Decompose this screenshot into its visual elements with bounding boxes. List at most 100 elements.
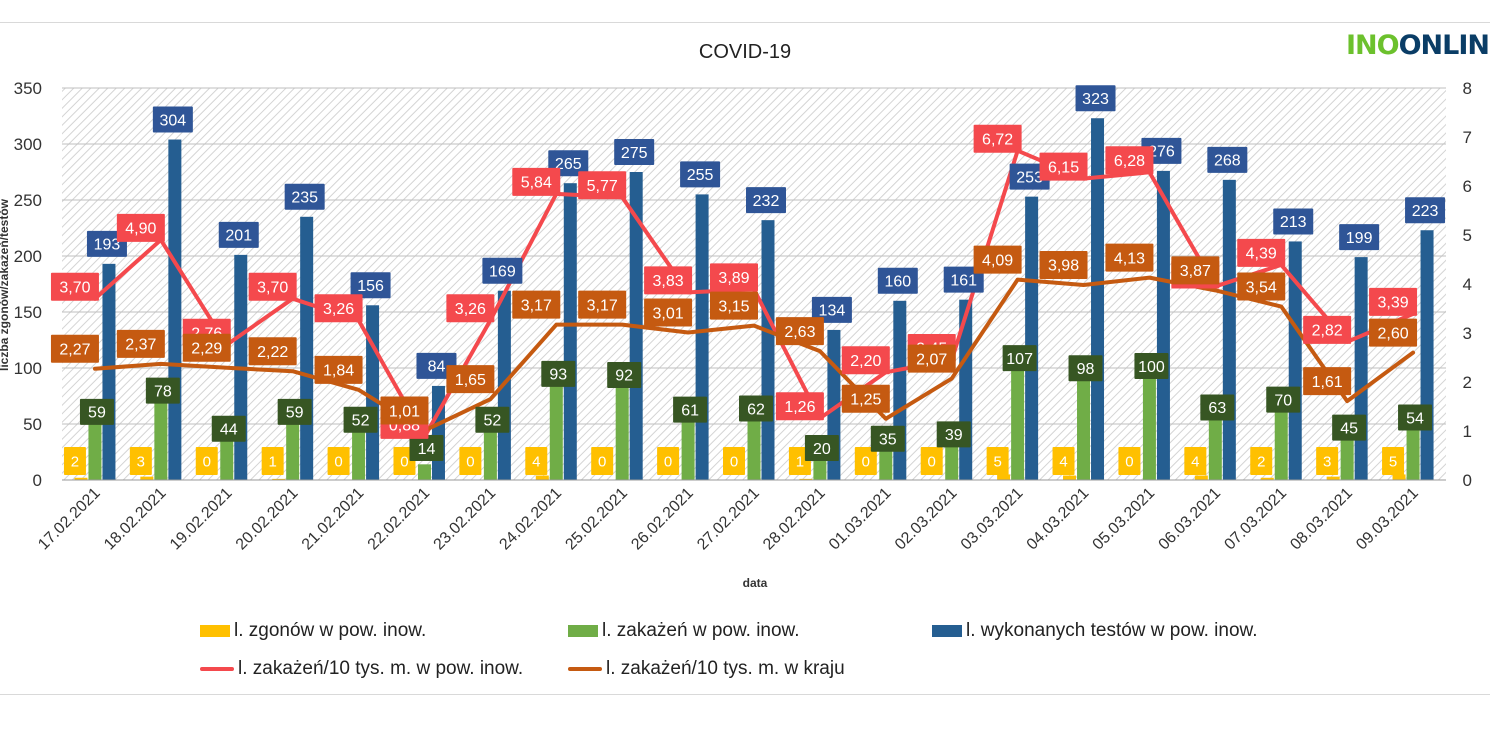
bar-label-zgony-bg [1052, 447, 1075, 475]
bar-label-zgony: 0 [664, 453, 672, 470]
bar-label-zakazenia-bg [739, 395, 773, 422]
bar-1 [1208, 409, 1222, 480]
line-label-1: 2,60 [1377, 325, 1408, 342]
line-label-0: 3,83 [653, 273, 684, 290]
bar-label-zakazenia-bg [145, 377, 180, 404]
bar-label-zakazenia-bg [673, 396, 708, 423]
y-tick-label: 350 [14, 79, 42, 98]
bar-label-zgony-bg [459, 447, 482, 475]
bar-label-zgony-bg [1316, 447, 1339, 475]
bar-label-zgony-bg [1382, 447, 1405, 475]
legend-label-zgony: l. zgonów w pow. inow. [234, 620, 427, 641]
bar-label-zakazenia: 52 [483, 413, 501, 430]
line-label-1: 3,01 [653, 305, 684, 322]
frame-top-line [0, 22, 1490, 23]
bar-label-zakazenia: 92 [615, 368, 633, 385]
line-label-0-bg [1039, 152, 1088, 181]
bar-label-zgony: 2 [1257, 453, 1265, 470]
line-label-1-bg [1303, 367, 1352, 396]
bar-label-testy-bg [482, 257, 523, 284]
line-label-0: 6,28 [1114, 153, 1145, 170]
bar-label-zakazenia: 61 [681, 402, 699, 419]
line-label-1: 2,29 [191, 341, 222, 358]
line-label-0: 3,70 [257, 279, 288, 296]
line-label-0-bg [248, 272, 297, 301]
bar-label-zakazenia-bg [1068, 355, 1103, 382]
bar-label-zgony: 0 [730, 453, 738, 470]
bar-label-testy-bg [1405, 197, 1446, 224]
bar-label-testy-bg [1273, 208, 1314, 235]
bar-label-zgony-bg [723, 447, 745, 475]
bar-label-zgony-bg [261, 447, 284, 475]
bar-label-zakazenia: 107 [1006, 351, 1033, 368]
y2-tick-label: 5 [1463, 226, 1472, 245]
legend-item-zgony: l. zgonów w pow. inow. [200, 620, 426, 642]
bar-label-testy-bg [1339, 224, 1380, 251]
bar-label-zakazenia: 70 [1274, 392, 1292, 409]
bar-1 [681, 411, 695, 480]
legend-label-zakazenia-10tys-pow: l. zakażeń/10 tys. m. w pow. inow. [238, 658, 524, 679]
line-label-0-bg [775, 392, 824, 421]
line-label-0: 5,84 [521, 175, 552, 192]
bar-label-testy-bg [1207, 146, 1248, 173]
x-tick-label: 01.03.2021 [826, 485, 895, 554]
bar-1 [549, 375, 563, 480]
bar-label-testy: 255 [687, 167, 714, 184]
legend-label-testy: l. wykonanych testów w pow. inow. [966, 620, 1258, 641]
line-label-1: 3,15 [718, 298, 749, 315]
bar-label-zgony-bg [854, 447, 877, 475]
bar-label-zakazenia-bg [475, 406, 510, 433]
bar-0 [799, 478, 813, 480]
legend-swatch-testy [932, 625, 962, 637]
x-tick-label: 04.03.2021 [1024, 485, 1093, 554]
bar-label-testy: 253 [1016, 169, 1043, 186]
bar-label-testy: 265 [555, 156, 582, 173]
legend-swatch-zakazenia-10tys-kraj [568, 667, 602, 671]
bar-label-zakazenia: 59 [286, 405, 304, 422]
y2-tick-label: 1 [1463, 422, 1472, 441]
y-tick-label: 50 [23, 415, 42, 434]
line-label-0: 3,26 [455, 301, 486, 318]
x-tick-label: 18.02.2021 [101, 485, 170, 554]
line-label-1-bg [1369, 318, 1418, 347]
y-tick-label: 200 [14, 247, 42, 266]
bar-1 [88, 413, 102, 480]
bar-label-zgony: 0 [400, 453, 408, 470]
bar-label-testy: 201 [225, 228, 252, 245]
bar-label-zakazenia: 63 [1208, 400, 1226, 417]
line-label-0-bg [512, 167, 561, 196]
bar-label-testy: 213 [1280, 214, 1307, 231]
line-label-0-bg [1237, 238, 1286, 267]
legend-label-zakazenia-10tys-kraj: l. zakażeń/10 tys. m. w kraju [606, 658, 845, 679]
line-label-0: 1,26 [784, 399, 815, 416]
line-label-1-bg [512, 290, 561, 319]
bar-label-zakazenia: 78 [154, 383, 172, 400]
bar-label-zakazenia-bg [79, 398, 114, 425]
bar-1 [220, 430, 234, 480]
line-label-1: 3,87 [1180, 263, 1211, 280]
line-label-0: 6,15 [1048, 159, 1079, 176]
y2-tick-label: 7 [1463, 128, 1472, 147]
bar-1 [483, 421, 497, 480]
x-tick-label: 07.03.2021 [1221, 485, 1290, 554]
line-label-1: 3,17 [521, 297, 552, 314]
bar-2 [761, 220, 775, 480]
bar-label-zgony-bg [657, 447, 680, 475]
bar-label-testy: 156 [357, 278, 384, 295]
line-label-0-bg [710, 263, 758, 292]
line-label-1-bg [1105, 243, 1154, 272]
line-label-1-bg [644, 298, 693, 327]
bar-label-zgony-bg [920, 447, 943, 475]
bar-label-zgony: 0 [598, 453, 606, 470]
line-label-1-bg [50, 334, 99, 363]
bar-2 [563, 183, 577, 480]
line-label-1-bg [973, 245, 1022, 274]
bar-0 [1063, 475, 1077, 480]
bar-label-zakazenia-bg [541, 360, 576, 387]
line-label-1: 1,25 [850, 392, 881, 409]
bar-label-zgony: 0 [334, 453, 342, 470]
bar-label-testy: 223 [1412, 203, 1439, 220]
bar-1 [1406, 419, 1420, 480]
x-tick-label: 20.02.2021 [233, 485, 302, 554]
